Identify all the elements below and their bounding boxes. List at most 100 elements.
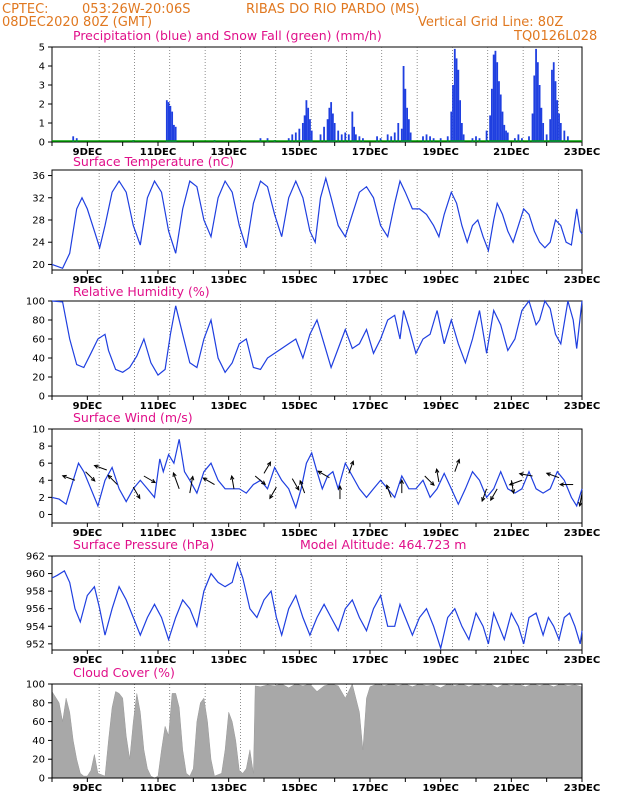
panels: Precipitation (blue) and Snow Fall (gree…	[26, 28, 600, 794]
cloud-area	[51, 683, 583, 779]
precip-bar	[563, 130, 566, 142]
x-date-label: 13DEC	[210, 401, 246, 412]
x-date-label: 21DEC	[493, 401, 529, 412]
precip-bar	[165, 100, 168, 142]
y-tick-label: 32	[32, 193, 45, 204]
y-tick-label: 20	[32, 373, 45, 384]
precip-bar	[386, 134, 389, 142]
x-date-label: 13DEC	[210, 528, 246, 539]
wind-arrow-head	[481, 497, 486, 503]
wind-arrow-head	[508, 481, 514, 486]
precip-bar	[505, 130, 507, 142]
y-tick-label: 24	[32, 238, 45, 249]
panel-title: Cloud Cover (%)	[73, 665, 175, 680]
wind-arrow-head	[337, 484, 343, 490]
precip-bar	[459, 100, 461, 142]
panel-title: Relative Humidity (%)	[73, 284, 210, 299]
precip-bar	[432, 138, 435, 142]
x-date-label: 21DEC	[493, 783, 529, 794]
x-date-label: 9DEC	[73, 655, 102, 666]
precip-bar	[517, 134, 520, 142]
wind-arrow	[94, 465, 107, 471]
precip-bar	[171, 111, 174, 142]
header-date: 08DEC2020 80Z (GMT)	[2, 15, 152, 30]
wind-arrow	[299, 480, 306, 494]
precip-bar	[552, 62, 555, 143]
y-tick-label: 0	[39, 392, 45, 403]
x-date-label: 15DEC	[281, 528, 317, 539]
x-date-label: 17DEC	[352, 655, 388, 666]
wind-arrow-head	[136, 494, 141, 500]
wind-arrow-head	[269, 494, 274, 500]
y-tick-label: 40	[32, 354, 45, 365]
y-tick-label: 28	[32, 216, 45, 227]
wind-arrow	[254, 475, 266, 485]
precip-bar	[409, 132, 412, 142]
precip-bar	[453, 48, 456, 142]
wind-arrow	[481, 488, 488, 502]
x-date-label: 19DEC	[422, 783, 458, 794]
precip-bar	[533, 75, 536, 142]
panel-title: Surface Pressure (hPa)	[73, 537, 214, 552]
x-date-label: 13DEC	[210, 147, 246, 158]
precip-bar	[167, 102, 170, 142]
precip-bar	[400, 128, 403, 142]
x-date-label: 23DEC	[564, 655, 600, 666]
y-tick-label: 36	[32, 171, 45, 182]
precip-bar	[457, 69, 460, 142]
x-date-label: 23DEC	[564, 275, 600, 286]
precip-bar	[462, 134, 465, 142]
wind-arrow-head	[518, 472, 524, 477]
precip-bar	[303, 115, 306, 142]
x-date-label: 15DEC	[281, 147, 317, 158]
wind-arrow-head	[578, 501, 583, 508]
precip-bar	[301, 123, 304, 142]
wind-arrow-head	[230, 474, 235, 481]
y-tick-label: 5	[39, 43, 45, 54]
wind-arrow-head	[545, 472, 551, 477]
precip-bar	[393, 132, 396, 142]
precip-bar	[332, 113, 334, 142]
wind-arrow-head	[510, 489, 516, 495]
panel-1: Surface Temperature (nC) 20 24 28 32 36 9DEC 11…	[32, 154, 600, 286]
x-date-label: 13DEC	[210, 275, 246, 286]
precip-bar	[558, 113, 560, 142]
wind-arrow	[132, 486, 141, 499]
precip-bar	[521, 138, 523, 142]
precip-bar	[309, 119, 311, 142]
wind-arrow-head	[151, 478, 157, 484]
precip-bar	[450, 111, 453, 142]
y-tick-label: 958	[26, 587, 45, 598]
precip-bar	[491, 88, 493, 142]
precip-bar	[485, 130, 488, 142]
precip-bar	[305, 100, 308, 142]
series-line	[51, 560, 583, 651]
precip-bar	[323, 126, 325, 142]
wind-arrow-head	[317, 470, 323, 475]
wind-arrow	[85, 471, 96, 482]
wind-arrow	[143, 475, 156, 483]
precip-bar	[173, 124, 175, 142]
series-line	[51, 439, 583, 510]
precip-bar	[397, 123, 400, 142]
wind-arrow	[269, 486, 277, 499]
header-vgrid: Vertical Grid Line: 80Z	[418, 15, 563, 30]
wind-arrow	[579, 493, 583, 506]
wind-arrow-head	[172, 471, 177, 477]
precip-bar	[328, 107, 331, 142]
precip-bar	[358, 136, 361, 142]
precip-bar	[259, 138, 262, 142]
precip-bar	[566, 136, 569, 142]
x-date-label: 23DEC	[564, 783, 600, 794]
wind-arrow-head	[261, 480, 267, 486]
x-date-label: 15DEC	[281, 783, 317, 794]
precip-bar	[478, 138, 481, 142]
wind-arrow-head	[490, 496, 495, 502]
wind-arrow	[263, 461, 271, 474]
x-date-label: 21DEC	[493, 275, 529, 286]
wind-arrow	[291, 478, 300, 491]
x-date-label: 17DEC	[352, 275, 388, 286]
panel-frame	[51, 428, 583, 524]
precip-bar	[501, 111, 504, 142]
wind-arrow-head	[90, 476, 96, 482]
